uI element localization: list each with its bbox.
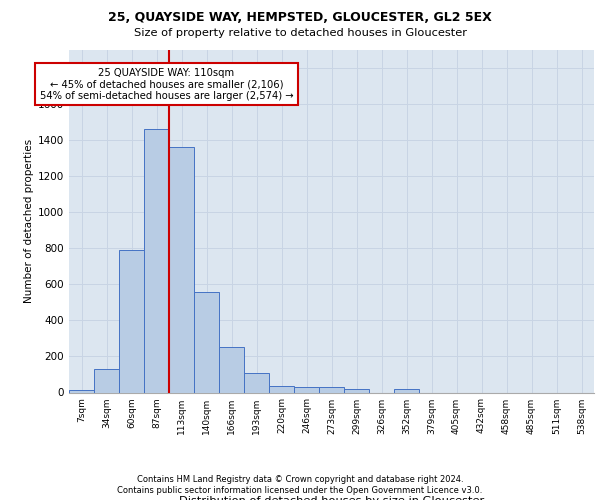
Bar <box>119 250 144 392</box>
Bar <box>69 390 94 392</box>
X-axis label: Distribution of detached houses by size in Gloucester: Distribution of detached houses by size … <box>179 496 484 500</box>
Bar <box>344 390 369 392</box>
Bar <box>219 348 244 393</box>
Text: Contains public sector information licensed under the Open Government Licence v3: Contains public sector information licen… <box>118 486 482 495</box>
Bar <box>394 389 419 392</box>
Y-axis label: Number of detached properties: Number of detached properties <box>24 139 34 304</box>
Bar <box>294 387 319 392</box>
Bar <box>319 387 344 392</box>
Text: 25, QUAYSIDE WAY, HEMPSTED, GLOUCESTER, GL2 5EX: 25, QUAYSIDE WAY, HEMPSTED, GLOUCESTER, … <box>108 11 492 24</box>
Text: Size of property relative to detached houses in Gloucester: Size of property relative to detached ho… <box>133 28 467 38</box>
Bar <box>144 130 169 392</box>
Bar <box>194 292 219 392</box>
Text: 25 QUAYSIDE WAY: 110sqm
← 45% of detached houses are smaller (2,106)
54% of semi: 25 QUAYSIDE WAY: 110sqm ← 45% of detache… <box>40 68 293 101</box>
Bar <box>244 372 269 392</box>
Bar <box>169 148 194 392</box>
Bar <box>94 369 119 392</box>
Bar <box>269 386 294 392</box>
Text: Contains HM Land Registry data © Crown copyright and database right 2024.: Contains HM Land Registry data © Crown c… <box>137 475 463 484</box>
